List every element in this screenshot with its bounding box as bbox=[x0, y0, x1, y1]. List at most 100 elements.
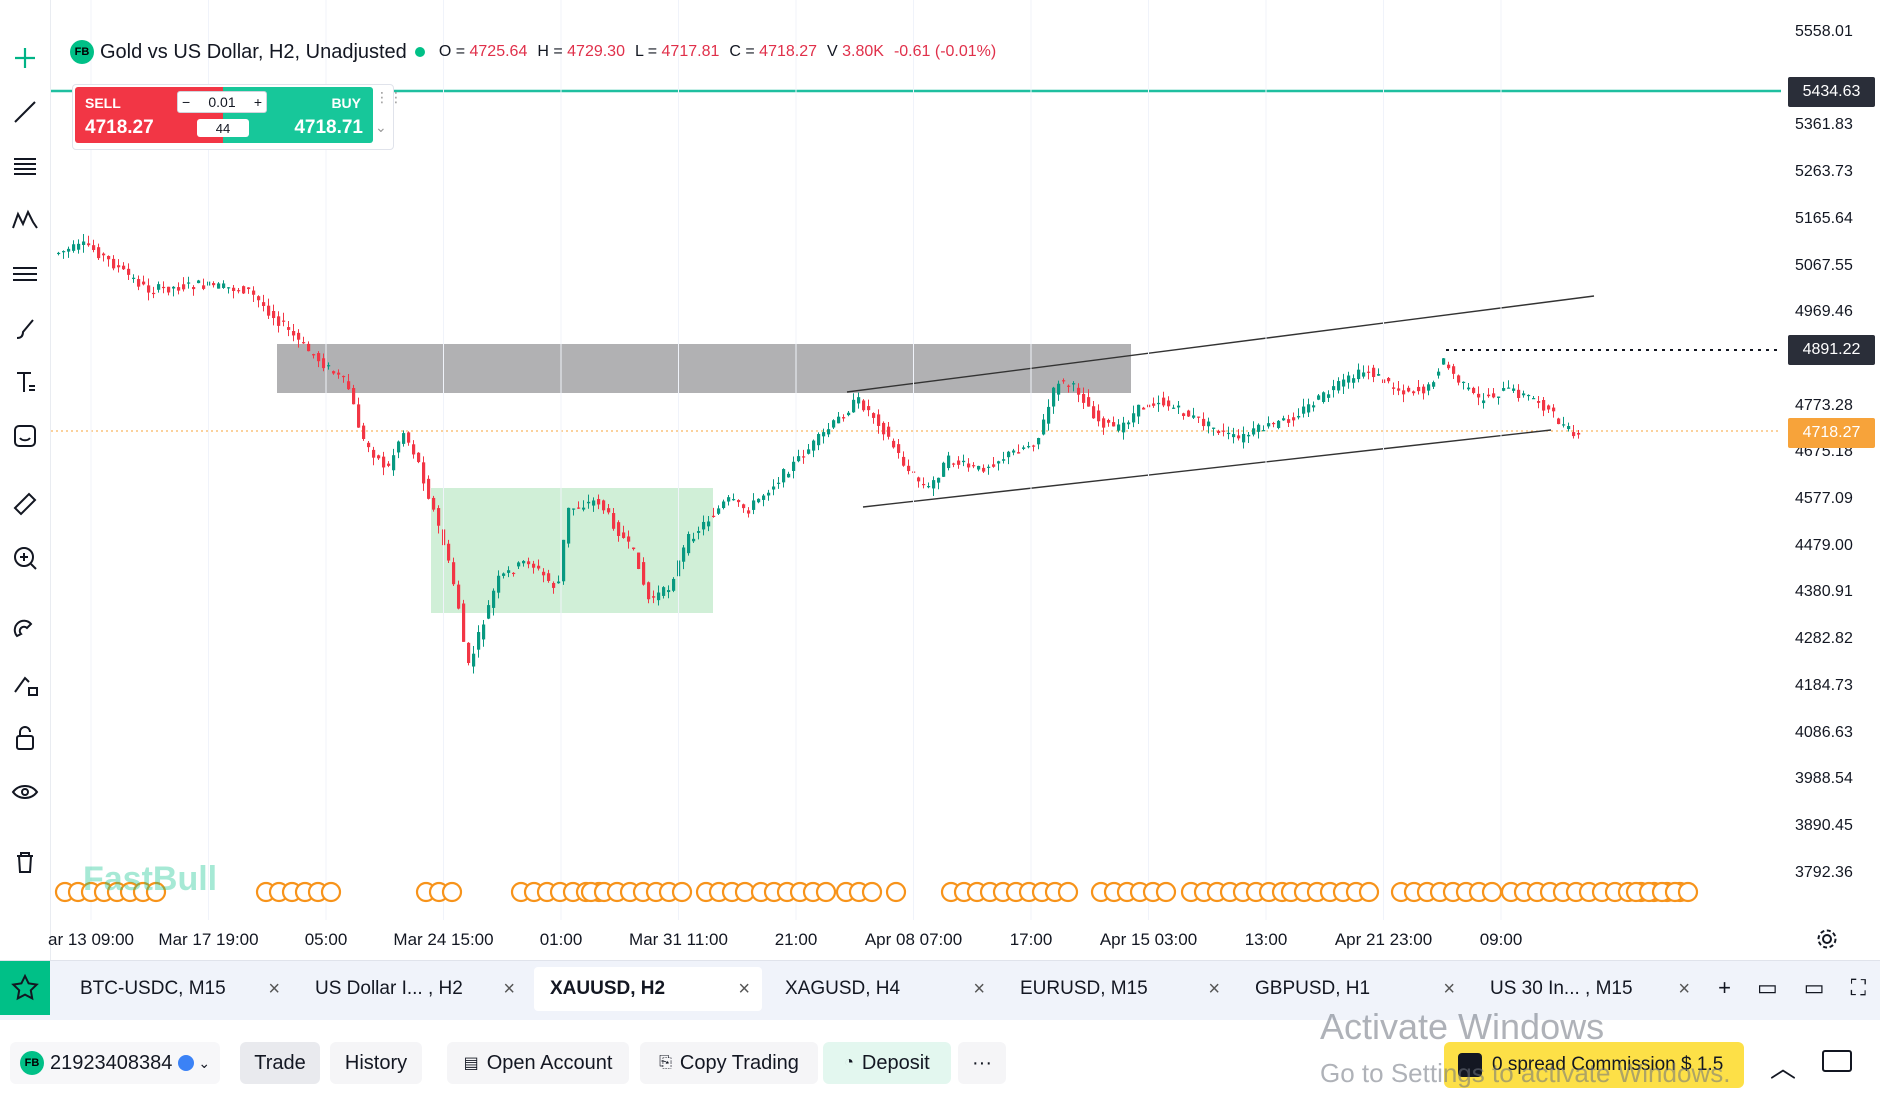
close-icon[interactable]: × bbox=[503, 977, 515, 1000]
add-tab-icon[interactable]: + bbox=[1718, 975, 1731, 1000]
candle-body bbox=[1007, 451, 1011, 458]
price-tag: 4718.27 bbox=[1788, 417, 1875, 448]
tab-gbpusd-h1[interactable]: GBPUSD, H1 × bbox=[1239, 967, 1467, 1011]
candle-body bbox=[1352, 378, 1356, 383]
text-icon[interactable] bbox=[0, 360, 50, 404]
candle-body bbox=[1097, 410, 1101, 422]
gear-icon[interactable] bbox=[1816, 928, 1838, 955]
pattern-icon[interactable] bbox=[0, 198, 50, 242]
open-account-button[interactable]: ▤ Open Account bbox=[447, 1042, 629, 1084]
deposit-button[interactable]: ◔ Deposit bbox=[823, 1042, 951, 1084]
chevron-up-icon[interactable]: ︿ bbox=[1770, 1053, 1797, 1083]
price-chart[interactable] bbox=[51, 0, 1781, 920]
candle-body bbox=[307, 343, 311, 352]
chart-canvas[interactable]: FastBull bbox=[51, 0, 1781, 960]
promo-banner[interactable]: 0 spread Commission $ 1.5 bbox=[1444, 1042, 1744, 1088]
magnet-icon[interactable] bbox=[0, 608, 50, 652]
ohlc-volume: V 3.80K bbox=[827, 43, 884, 60]
event-marker-icon bbox=[671, 881, 693, 903]
candle-body bbox=[1367, 371, 1371, 373]
candle-body bbox=[872, 413, 876, 418]
brush-icon[interactable] bbox=[0, 306, 50, 350]
channel-upper-line[interactable] bbox=[846, 295, 1595, 393]
tab-us-dollar-i-h2[interactable]: US Dollar I... , H2 × bbox=[299, 967, 527, 1011]
candle-body bbox=[277, 316, 281, 326]
layout-icon[interactable]: ▭ bbox=[1757, 975, 1778, 1000]
plus-button[interactable]: + bbox=[253, 94, 262, 110]
candle-body bbox=[727, 497, 731, 502]
candle-body bbox=[1227, 432, 1231, 435]
close-icon[interactable]: × bbox=[1678, 977, 1690, 1000]
tab-btc-usdc-m15[interactable]: BTC-USDC, M15 × bbox=[64, 967, 292, 1011]
close-icon[interactable]: × bbox=[738, 977, 750, 1000]
account-selector[interactable]: FB 21923408384 ⌄ bbox=[10, 1042, 221, 1084]
more-button[interactable]: ··· bbox=[958, 1042, 1006, 1084]
eye-icon[interactable] bbox=[0, 770, 50, 814]
price-axis-label: 4479.00 bbox=[1795, 536, 1853, 554]
time-axis[interactable]: ar 13 09:00 Mar 17 19:00 05:00 Mar 24 15:00… bbox=[48, 920, 1781, 960]
trend-line-icon[interactable] bbox=[0, 90, 50, 134]
copy-trading-button[interactable]: ⎘ Copy Trading bbox=[640, 1042, 818, 1084]
resistance-zone[interactable] bbox=[277, 344, 1131, 393]
close-icon[interactable]: × bbox=[268, 977, 280, 1000]
lock-icon[interactable] bbox=[0, 716, 50, 760]
candle-body bbox=[1412, 391, 1416, 394]
quantity-stepper[interactable]: − 0.01 + bbox=[177, 91, 267, 113]
channel-lower-line[interactable] bbox=[862, 429, 1552, 508]
lock-drawing-icon[interactable] bbox=[0, 662, 50, 706]
event-marker-icon bbox=[885, 881, 907, 903]
close-icon[interactable]: × bbox=[1443, 977, 1455, 1000]
candle-body bbox=[1322, 392, 1326, 402]
candle-body bbox=[232, 287, 236, 291]
candle-body bbox=[217, 283, 221, 289]
candle-body bbox=[792, 461, 796, 472]
fullscreen-icon[interactable]: ⛶ bbox=[1850, 975, 1866, 1000]
tab-xagusd-h4[interactable]: XAGUSD, H4 × bbox=[769, 967, 997, 1011]
price-axis[interactable]: 5558.01 5361.83 5263.73 5165.64 5067.55 4969.… bbox=[1783, 0, 1880, 960]
candle-body bbox=[572, 508, 576, 510]
candle-body bbox=[1047, 406, 1051, 424]
candle-body bbox=[447, 543, 451, 561]
quantity-value[interactable]: 0.01 bbox=[208, 94, 236, 110]
candle-body bbox=[1387, 377, 1391, 382]
candle-body bbox=[592, 500, 596, 506]
trade-tab[interactable]: Trade bbox=[240, 1042, 320, 1084]
event-marker-icon bbox=[1155, 881, 1177, 903]
window-icon[interactable]: ▭ bbox=[1803, 975, 1825, 1000]
window-icon[interactable] bbox=[1822, 1050, 1852, 1072]
candle-body bbox=[747, 510, 751, 514]
fib-icon[interactable] bbox=[0, 144, 50, 188]
star-icon[interactable] bbox=[0, 961, 50, 1015]
event-marker-icon bbox=[1481, 881, 1503, 903]
emoji-icon[interactable] bbox=[0, 414, 50, 458]
demand-zone[interactable] bbox=[431, 488, 713, 613]
tab-label: XAGUSD, H4 bbox=[785, 978, 901, 999]
symbol-title[interactable]: Gold vs US Dollar, H2, Unadjusted bbox=[100, 40, 407, 63]
minus-button[interactable]: − bbox=[182, 94, 191, 110]
candle-body bbox=[877, 414, 881, 426]
candle-body bbox=[1457, 375, 1461, 383]
ruler-icon[interactable] bbox=[0, 482, 50, 526]
trash-icon[interactable] bbox=[0, 840, 50, 884]
candle-body bbox=[57, 252, 61, 255]
candle-body bbox=[102, 253, 106, 256]
candle-body bbox=[257, 296, 261, 301]
tab-eurusd-m15[interactable]: EURUSD, M15 × bbox=[1004, 967, 1232, 1011]
zoom-in-icon[interactable] bbox=[0, 536, 50, 580]
price-tag: 5434.63 bbox=[1788, 76, 1875, 107]
candle-body bbox=[1112, 422, 1116, 427]
forecast-icon[interactable] bbox=[0, 252, 50, 296]
activate-windows-title: Activate Windows bbox=[1320, 1006, 1605, 1047]
crosshair-icon[interactable] bbox=[0, 36, 50, 80]
candle-body bbox=[952, 463, 956, 465]
drag-handle-icon[interactable]: ⋮⋮ bbox=[375, 89, 403, 105]
candle-body bbox=[767, 492, 771, 496]
tab-us-30-in-m15[interactable]: US 30 In... , M15 × bbox=[1474, 967, 1702, 1011]
close-icon[interactable]: × bbox=[1208, 977, 1220, 1000]
history-tab[interactable]: History bbox=[330, 1042, 422, 1084]
candle-body bbox=[702, 521, 706, 530]
tab-xauusd-h2[interactable]: XAUUSD, H2 × bbox=[534, 967, 762, 1011]
candle-body bbox=[1437, 371, 1441, 376]
close-icon[interactable]: × bbox=[973, 977, 985, 1000]
chevron-down-icon[interactable]: ⌄ bbox=[375, 119, 387, 135]
